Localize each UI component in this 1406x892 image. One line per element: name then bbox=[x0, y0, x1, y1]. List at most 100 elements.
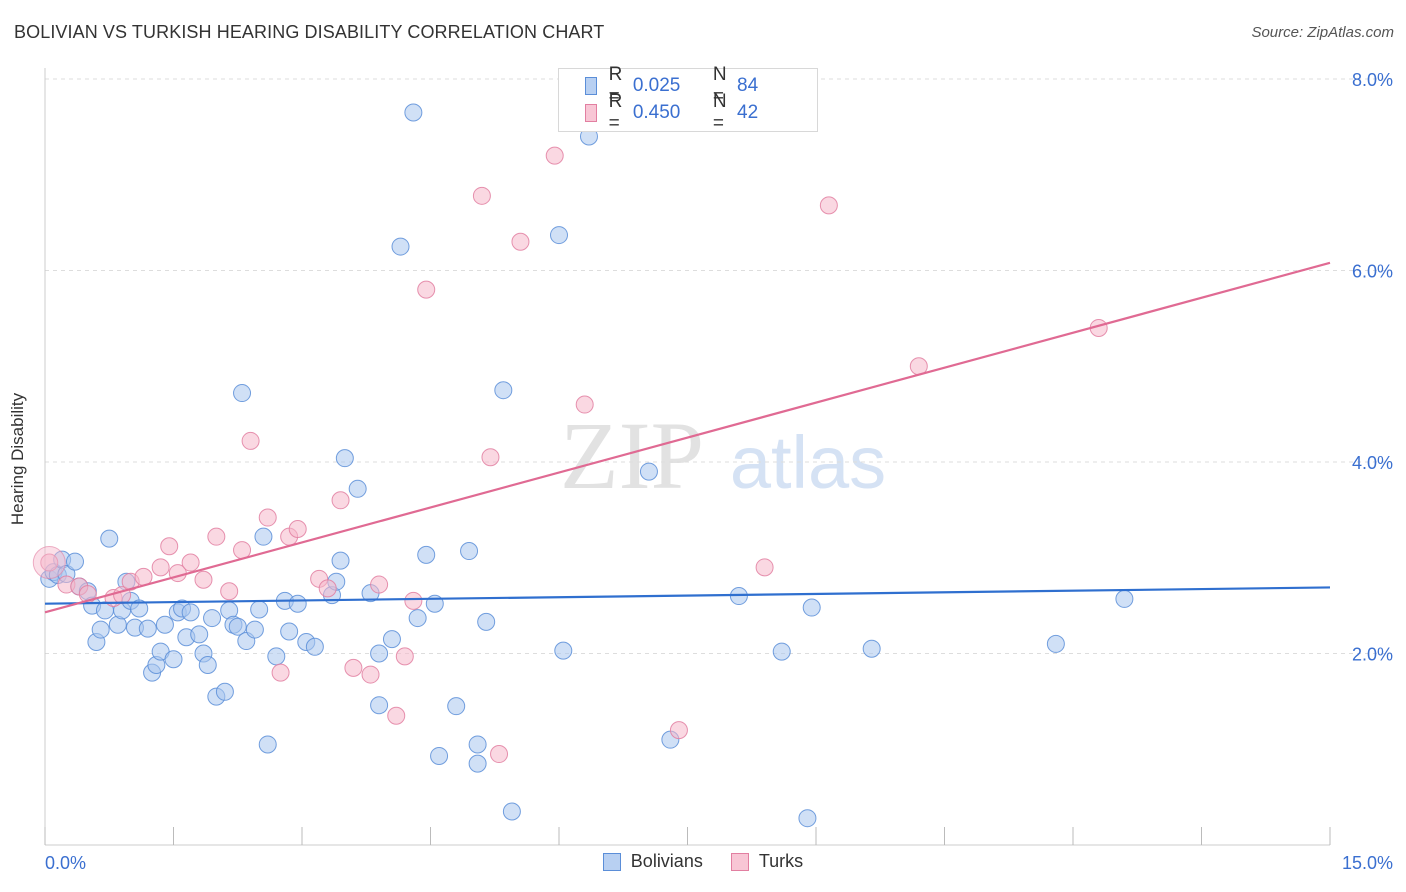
bolivians-point bbox=[335, 449, 354, 468]
bolivians-point bbox=[100, 529, 119, 548]
turks-point bbox=[151, 558, 170, 577]
chart-title: BOLIVIAN VS TURKISH HEARING DISABILITY C… bbox=[14, 22, 605, 42]
turks-point bbox=[194, 570, 213, 589]
bolivians-point bbox=[1046, 634, 1065, 653]
stats-legend: R = 0.025 N = 84 R = 0.450 N = 42 bbox=[558, 64, 818, 134]
turks-point bbox=[575, 395, 594, 414]
legend-label-turks: Turks bbox=[758, 851, 804, 871]
bolivians-point bbox=[228, 617, 247, 636]
turks-point bbox=[40, 553, 59, 572]
bolivians-swatch bbox=[585, 77, 597, 95]
bolivians-point bbox=[250, 600, 269, 619]
turks-point bbox=[395, 647, 414, 666]
turks-point-cluster bbox=[32, 546, 66, 580]
bolivians-point bbox=[408, 609, 427, 628]
turks-point bbox=[258, 508, 277, 527]
bolivians-point bbox=[155, 615, 174, 634]
y-tick-labels: 2.0% 4.0% 6.0% 8.0% bbox=[1352, 70, 1393, 665]
turks-point bbox=[755, 558, 774, 577]
y-tick-label-2: 2.0% bbox=[1352, 645, 1393, 665]
bolivians-point bbox=[164, 650, 183, 669]
bolivians-point bbox=[798, 809, 817, 828]
bolivians-point bbox=[430, 746, 449, 765]
turks-point bbox=[344, 658, 363, 677]
bolivians-point bbox=[550, 226, 568, 245]
n-value-turks: 42 bbox=[737, 102, 759, 123]
bolivians-point bbox=[460, 542, 479, 561]
source-label: Source: ZipAtlas.com bbox=[1251, 24, 1394, 41]
turks-point bbox=[417, 280, 436, 299]
y-tick-label-4: 4.0% bbox=[1352, 453, 1393, 473]
bolivians-point bbox=[802, 598, 821, 617]
turks-point bbox=[207, 527, 226, 546]
turks-points bbox=[32, 146, 1108, 764]
turks-point bbox=[490, 745, 509, 764]
n-label: N = bbox=[712, 64, 727, 107]
trend-lines bbox=[44, 261, 1331, 614]
watermark: ZIP atlas bbox=[560, 402, 886, 509]
bolivians-point bbox=[1115, 589, 1134, 608]
legend-item-turks[interactable]: Turks bbox=[730, 851, 804, 872]
bolivians-point bbox=[65, 552, 84, 571]
r-label: R = bbox=[608, 91, 623, 134]
turks-point bbox=[511, 232, 530, 251]
bolivians-point bbox=[181, 603, 200, 622]
turks-point bbox=[271, 663, 290, 682]
bolivians-point bbox=[494, 381, 513, 400]
bolivians-point bbox=[554, 641, 573, 660]
bolivians-points bbox=[40, 103, 1134, 828]
bolivians-point bbox=[862, 639, 881, 658]
x-tick-label-min: 0.0% bbox=[45, 853, 86, 873]
bolivians-point bbox=[267, 647, 286, 666]
gridlines bbox=[45, 78, 1392, 654]
series-legend: Bolivians Turks bbox=[0, 851, 1406, 872]
turks-swatch bbox=[585, 104, 597, 122]
bolivians-point bbox=[198, 655, 217, 674]
r-value-bolivians: 0.025 bbox=[632, 75, 681, 96]
bolivians-point bbox=[404, 103, 423, 122]
turks-trend-line bbox=[44, 261, 1331, 614]
axes bbox=[44, 68, 1331, 846]
bolivians-point bbox=[91, 620, 110, 639]
turks-point bbox=[318, 579, 337, 598]
bolivians-point bbox=[468, 735, 487, 754]
turks-point bbox=[160, 537, 179, 556]
turks-point bbox=[545, 146, 564, 165]
turks-point bbox=[181, 553, 200, 572]
bolivians-point bbox=[639, 462, 658, 481]
r-value-turks: 0.450 bbox=[632, 102, 681, 123]
legend-label-bolivians: Bolivians bbox=[630, 851, 703, 871]
bolivians-point bbox=[772, 642, 791, 661]
bolivians-point bbox=[477, 612, 496, 631]
n-label: N = bbox=[712, 91, 727, 134]
x-tick-label-max: 15.0% bbox=[1342, 853, 1393, 873]
bolivians-point bbox=[348, 479, 367, 498]
bolivians-point bbox=[417, 545, 436, 564]
turks-legend-swatch bbox=[730, 852, 749, 871]
watermark-zip: ZIP bbox=[560, 402, 704, 509]
bolivians-point bbox=[215, 682, 234, 701]
bolivians-point bbox=[370, 644, 389, 663]
turks-point bbox=[387, 706, 406, 725]
turks-point bbox=[481, 448, 500, 467]
bolivians-point bbox=[468, 754, 487, 773]
bolivians-point bbox=[280, 622, 299, 641]
bolivians-point bbox=[254, 527, 273, 546]
turks-point bbox=[819, 196, 838, 215]
turks-point bbox=[472, 186, 491, 205]
bolivians-point bbox=[190, 625, 209, 644]
turks-point bbox=[220, 582, 239, 601]
bolivians-point bbox=[331, 551, 350, 570]
turks-point bbox=[241, 431, 260, 450]
bolivians-point bbox=[382, 630, 401, 649]
y-tick-label-8: 8.0% bbox=[1352, 70, 1393, 90]
r-label: R = bbox=[608, 64, 623, 107]
y-tick-label-6: 6.0% bbox=[1352, 262, 1393, 282]
bolivians-point bbox=[258, 735, 277, 754]
n-value-bolivians: 84 bbox=[737, 75, 759, 96]
turks-point bbox=[331, 491, 350, 510]
turks-point bbox=[370, 575, 389, 594]
bolivians-point bbox=[233, 384, 252, 403]
bolivians-point bbox=[370, 696, 389, 715]
legend-item-bolivians[interactable]: Bolivians bbox=[602, 851, 703, 872]
